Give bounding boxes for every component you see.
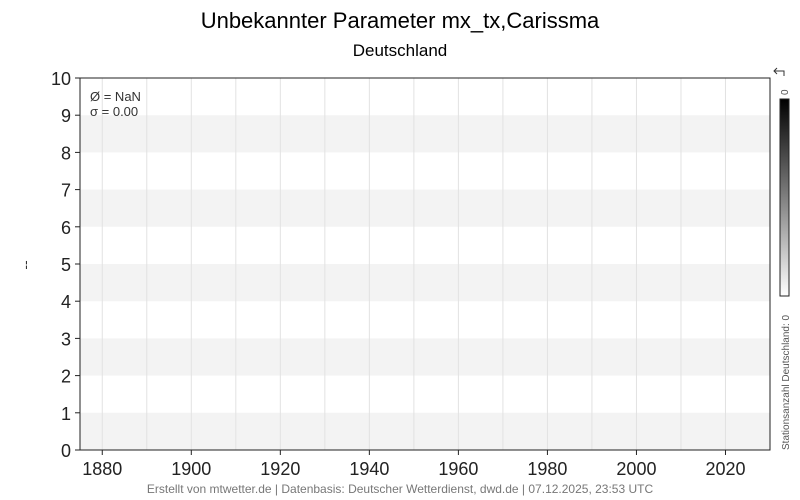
chart-subtitle: Deutschland [353,41,448,60]
sigma-label: σ = 0.00 [90,104,138,119]
grid-band [80,189,770,227]
colorbar-arrow-icon [773,67,785,76]
mean-label: Ø = NaN [90,89,141,104]
y-tick-label: 7 [61,181,71,201]
x-tick-label: 1980 [527,459,567,479]
chart-title: Unbekannter Parameter mx_tx,Carissma [201,8,600,33]
y-tick-label: 5 [61,255,71,275]
grid-band [80,412,770,450]
x-tick-label: 2020 [705,459,745,479]
y-tick-label: 4 [61,292,71,312]
colorbar-max-label: 0 [780,89,791,95]
y-tick-label: 3 [61,329,71,349]
y-tick-label: 8 [61,143,71,163]
y-tick-label: 2 [61,367,71,387]
grid-band [80,115,770,153]
x-tick-label: 1940 [349,459,389,479]
grid-band [80,264,770,302]
x-tick-label: 1960 [438,459,478,479]
grid-band [80,338,770,376]
y-tick-label: 10 [51,69,71,89]
x-tick-label: 2000 [616,459,656,479]
y-tick-label: 6 [61,218,71,238]
colorbar [779,98,790,297]
y-tick-label: 9 [61,106,71,126]
colorbar-label: Stationsanzahl Deutschland: 0 [781,314,792,450]
x-tick-label: 1920 [260,459,300,479]
x-tick-label: 1880 [82,459,122,479]
footer-credit: Erstellt von mtwetter.de | Datenbasis: D… [147,482,654,496]
y-axis-label: -- [17,260,33,270]
y-tick-label: 0 [61,441,71,461]
x-tick-label: 1900 [171,459,211,479]
y-tick-label: 1 [61,404,71,424]
